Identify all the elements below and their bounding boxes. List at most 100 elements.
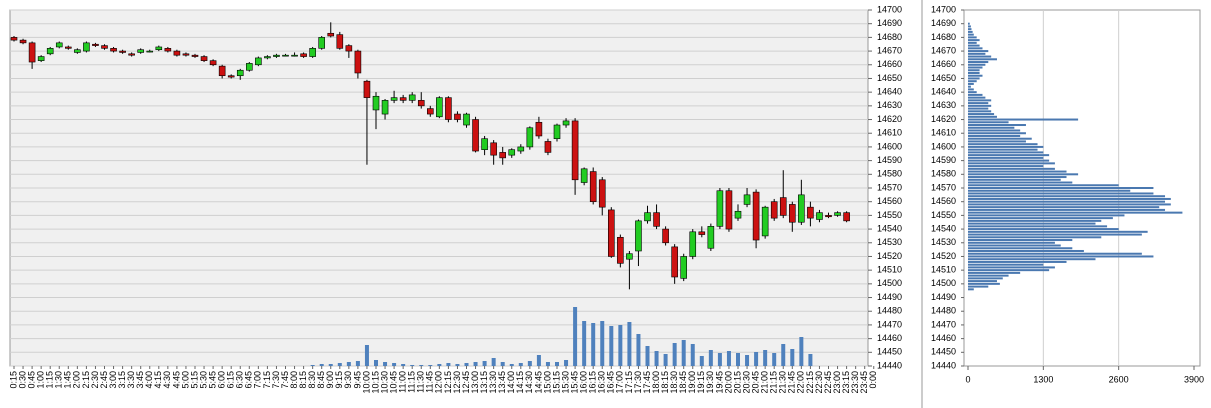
profile-bar xyxy=(968,239,1073,242)
volume-bar xyxy=(564,360,569,366)
profile-bar xyxy=(968,211,1183,214)
candle-body xyxy=(55,42,63,48)
profile-bar xyxy=(968,208,1166,211)
y-tick-label: 14690 xyxy=(931,18,956,28)
candle-body xyxy=(37,56,45,61)
profile-bar xyxy=(968,249,1084,252)
x-tick-label: 0 xyxy=(965,374,970,384)
y-tick-label: 14500 xyxy=(931,278,956,288)
x-tick-label: 9:30 xyxy=(343,371,353,389)
y-tick-label: 14550 xyxy=(931,210,956,220)
x-tick-label: 7:45 xyxy=(280,371,290,389)
x-tick-label: 0:00 xyxy=(868,371,878,389)
volume-bar xyxy=(573,307,578,366)
x-tick-label: 16:15 xyxy=(588,371,598,394)
y-tick-label: 14560 xyxy=(931,196,956,206)
x-tick-label: 5:45 xyxy=(207,371,217,389)
volume-bar xyxy=(790,349,795,366)
profile-bar xyxy=(968,63,986,66)
y-tick-label: 14460 xyxy=(877,333,902,343)
x-tick-label: 12:30 xyxy=(452,371,462,394)
volume-bar xyxy=(663,354,668,366)
volume-bar xyxy=(745,355,750,366)
candle-body xyxy=(255,57,262,66)
candle-body xyxy=(345,45,353,52)
volume-bar xyxy=(699,356,704,366)
profile-bar xyxy=(968,104,992,107)
volume-bar xyxy=(654,351,659,366)
profile-bar xyxy=(968,102,989,105)
x-tick-label: 13:00 xyxy=(470,371,480,394)
volume-bar xyxy=(582,321,587,366)
y-tick-label: 14590 xyxy=(931,155,956,165)
profile-bar xyxy=(968,187,1154,189)
profile-bar xyxy=(968,192,1154,195)
volume-bar xyxy=(672,343,677,366)
profile-bar xyxy=(968,33,974,36)
candle-body xyxy=(662,228,669,244)
profile-bar xyxy=(968,181,1073,184)
candle-body xyxy=(707,226,715,249)
volume-bar xyxy=(446,363,451,366)
profile-bar xyxy=(968,277,1003,280)
candle-body xyxy=(535,121,543,137)
volume-bar xyxy=(627,322,632,366)
candle-body xyxy=(426,108,434,115)
candle-body xyxy=(635,220,642,252)
candle-body xyxy=(209,60,217,66)
candle-body xyxy=(218,65,226,77)
volume-bar xyxy=(374,360,378,366)
profile-bar xyxy=(968,69,980,72)
candle-body xyxy=(798,194,805,223)
volume-bar xyxy=(726,351,731,366)
profile-bar xyxy=(968,55,992,58)
x-tick-label: 17:15 xyxy=(624,371,634,394)
candle-body xyxy=(698,231,706,235)
profile-bar xyxy=(968,151,1044,154)
x-tick-label: 4:15 xyxy=(153,371,163,389)
y-tick-label: 14580 xyxy=(877,169,902,179)
y-tick-label: 14450 xyxy=(931,347,956,357)
profile-bar xyxy=(968,203,1171,206)
y-tick-label: 14680 xyxy=(931,32,956,42)
volume-bar xyxy=(708,350,713,366)
x-tick-label: 20:45 xyxy=(750,371,760,394)
profile-bar xyxy=(968,134,1021,137)
profile-bar xyxy=(968,236,1102,239)
profile-bar xyxy=(968,282,1000,285)
x-tick-label: 23:45 xyxy=(859,371,869,394)
candle-body xyxy=(200,56,208,61)
x-tick-label: 8:45 xyxy=(316,371,326,389)
candle-body xyxy=(83,42,90,52)
profile-bar xyxy=(968,121,1009,124)
x-tick-label: 13:45 xyxy=(497,371,507,394)
volume-bar xyxy=(545,362,550,366)
candle-body xyxy=(128,53,135,56)
x-tick-label: 10:15 xyxy=(370,371,380,394)
x-tick-label: 18:45 xyxy=(678,371,688,394)
profile-bar xyxy=(968,91,977,94)
x-tick-label: 0:45 xyxy=(26,371,36,389)
y-tick-label: 14630 xyxy=(877,100,902,110)
candle-body xyxy=(680,256,688,279)
y-tick-label: 14660 xyxy=(877,59,902,69)
profile-bar xyxy=(968,285,989,288)
candle-body xyxy=(517,146,525,152)
volume-bar xyxy=(337,363,342,366)
profile-bar xyxy=(968,219,1102,222)
y-tick-label: 14510 xyxy=(877,265,902,275)
x-tick-label: 14:30 xyxy=(524,371,534,394)
candle-body xyxy=(571,120,579,181)
x-tick-label: 8:15 xyxy=(298,371,308,389)
candle-body xyxy=(74,49,81,53)
profile-bar xyxy=(968,110,992,113)
candle-body xyxy=(779,197,787,216)
profile-bar xyxy=(968,214,1125,217)
volume-bar xyxy=(754,352,759,366)
volume-bar xyxy=(473,362,478,366)
x-tick-label: 3900 xyxy=(1184,374,1204,384)
y-tick-label: 14610 xyxy=(877,128,902,138)
profile-bar xyxy=(968,145,1044,148)
x-tick-label: 15:00 xyxy=(542,371,552,394)
volume-bar xyxy=(772,353,777,366)
